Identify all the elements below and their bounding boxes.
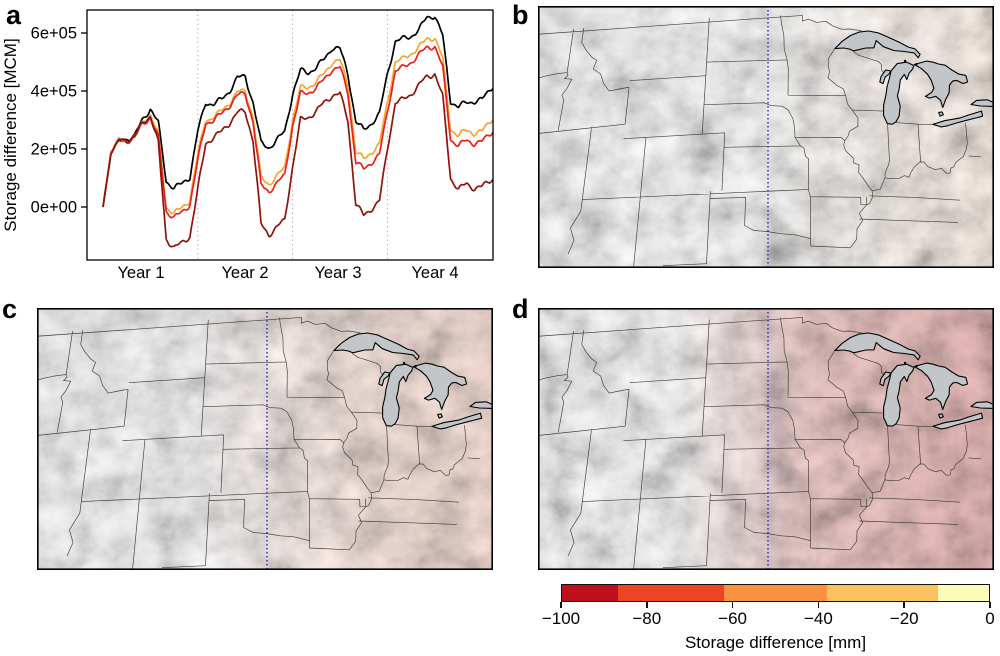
colorbar-segment	[937, 585, 989, 601]
y-tick-label: 4e+05	[31, 83, 77, 101]
great-lakes	[938, 111, 944, 117]
colorbar-tick-label: −20	[889, 609, 919, 628]
east-intensity-overlay	[538, 308, 994, 570]
plot-box	[86, 9, 494, 261]
colorbar-tick	[817, 602, 820, 608]
great-lakes	[834, 332, 921, 361]
colorbar-segment	[562, 585, 618, 601]
island-dot	[903, 59, 907, 63]
great-lakes	[913, 60, 969, 109]
map-panel-d	[538, 308, 994, 570]
chart-plot: 0e+00 2e+05 4e+05 6e+05 Year 1 Year 2 Year 3 Ye…	[1, 9, 494, 282]
great-lakes	[970, 401, 994, 409]
x-tick-label: Year 2	[221, 264, 268, 282]
map-panel-c	[37, 308, 493, 570]
great-lakes	[333, 332, 420, 361]
great-lakes	[883, 61, 915, 125]
great-lakes	[378, 371, 391, 387]
colorbar-segment	[826, 585, 938, 601]
series-dark_red	[102, 73, 493, 248]
great-lakes	[879, 69, 892, 85]
island-dot	[414, 364, 417, 368]
island-dot	[402, 361, 406, 365]
series-orange	[102, 37, 493, 215]
island-dot	[915, 62, 918, 66]
east-intensity-overlay	[538, 6, 994, 268]
series-red	[102, 45, 493, 219]
great-lakes	[913, 362, 969, 411]
map-frame	[538, 6, 994, 268]
colorbar-segment	[617, 585, 725, 601]
colorbar-tick-label: −100	[541, 609, 581, 628]
great-lakes	[883, 363, 915, 427]
x-tick-label: Year 3	[314, 264, 361, 282]
great-lakes	[412, 362, 468, 411]
series-black	[102, 15, 493, 208]
map-panel-b	[538, 6, 994, 268]
colorbar-bar	[561, 584, 990, 602]
great-lakes	[970, 99, 994, 107]
storage-timeseries-chart: 0e+00 2e+05 4e+05 6e+05 Year 1 Year 2 Year 3 Ye…	[1, 9, 494, 282]
panel-label-a: a	[6, 0, 22, 30]
great-lakes	[932, 110, 984, 128]
colorbar-title: Storage difference [mm]	[684, 633, 867, 652]
colorbar-tick-label: −60	[718, 609, 748, 628]
great-lakes	[437, 413, 443, 419]
colorbar-tick-label: 0	[985, 609, 995, 628]
map-frame	[37, 308, 493, 570]
y-tick-label: 2e+05	[31, 141, 77, 159]
colorbar-tick	[731, 602, 734, 608]
great-lakes	[382, 363, 414, 427]
great-lakes	[469, 401, 493, 409]
state-borders	[538, 317, 981, 570]
colorbar-tick	[646, 602, 648, 608]
great-lakes	[834, 30, 921, 59]
colorbar-segment	[724, 585, 827, 601]
x-tick-label: Year 4	[411, 264, 458, 282]
x-tick-label: Year 1	[117, 264, 164, 282]
y-axis-title: Storage difference [MCM]	[1, 38, 20, 231]
state-borders	[37, 317, 480, 570]
map-frame	[538, 308, 994, 570]
great-lakes	[938, 413, 944, 419]
colorbar: −100 −80 −60 −40 −20 0 Storage difference [mm…	[542, 584, 995, 656]
east-intensity-overlay	[37, 308, 493, 570]
great-lakes	[879, 371, 892, 387]
state-borders	[538, 15, 981, 268]
colorbar-tick	[989, 602, 991, 608]
colorbar-tick	[903, 602, 905, 608]
panel-label-b: b	[512, 0, 529, 30]
panel-label-c: c	[2, 294, 18, 324]
great-lakes	[431, 412, 483, 430]
island-dot	[915, 364, 918, 368]
island-dot	[903, 361, 907, 365]
colorbar-tick-label: −80	[632, 609, 662, 628]
panel-label-d: d	[512, 294, 529, 324]
colorbar-tick-label: −40	[803, 609, 833, 628]
y-tick-label: 6e+05	[31, 25, 77, 43]
great-lakes	[932, 412, 984, 430]
y-tick-label: 0e+00	[31, 199, 77, 217]
colorbar-tick	[560, 602, 562, 608]
